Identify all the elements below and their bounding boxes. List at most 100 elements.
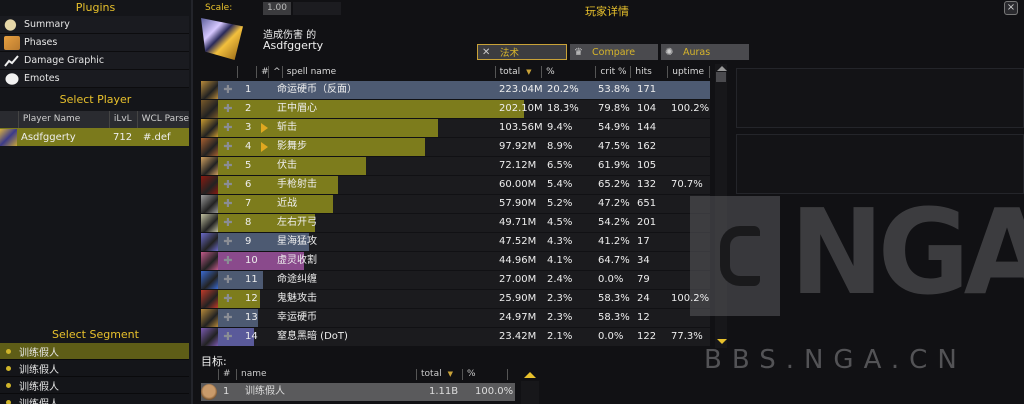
plus-icon[interactable]: ✚ <box>223 178 233 191</box>
spell-uptime: 70.7% <box>671 179 703 190</box>
plus-icon[interactable]: ✚ <box>223 140 233 153</box>
header-hits[interactable]: hits <box>630 66 667 78</box>
scale-label: Scale: <box>205 3 233 13</box>
header-target-total[interactable]: total ▼ <box>416 369 462 380</box>
scroll-thumb[interactable] <box>716 72 726 82</box>
phases-icon <box>4 35 20 50</box>
plus-icon[interactable]: ✚ <box>223 102 233 115</box>
damage-bar <box>201 252 304 270</box>
spell-hits: 132 <box>637 179 657 190</box>
plus-icon[interactable]: ✚ <box>223 216 233 229</box>
target-total: 1.11B <box>429 386 459 397</box>
header-target-rank[interactable]: # <box>218 369 236 380</box>
spell-row[interactable]: ✚ 14 窒息黑暗 (DoT) 23.42M 2.1% 0.0% 122 77.3% <box>201 328 710 346</box>
spell-row[interactable]: ✚ 6 手枪射击 60.00M 5.4% 65.2% 132 70.7% <box>201 176 710 194</box>
spell-icon <box>201 271 218 289</box>
plus-icon[interactable]: ✚ <box>223 83 233 96</box>
close-icon[interactable]: × <box>1004 1 1018 15</box>
tab-auras[interactable]: ✺ Auras <box>661 44 749 60</box>
header-crit[interactable]: crit % <box>595 66 630 78</box>
spell-row[interactable]: ✚ 8 左右开弓 49.71M 4.5% 54.2% 201 <box>201 214 710 232</box>
expand-arrow-icon[interactable] <box>261 123 268 133</box>
plus-icon[interactable]: ✚ <box>223 254 233 267</box>
spell-row[interactable]: ✚ 7 近战 57.90M 5.2% 47.2% 651 <box>201 195 710 213</box>
player-name: Asdfggerty <box>21 131 76 143</box>
spell-hits: 144 <box>637 122 657 133</box>
player-details-window: Scale: 1.00 造成伤害 的 Asdfggerty 玩家详情 × ✕ 法… <box>195 0 1024 404</box>
header-total[interactable]: total ▼ <box>494 66 542 78</box>
segment-item[interactable]: 训练假人 <box>0 343 189 360</box>
spell-row[interactable]: ✚ 2 正中眉心 202.10M 18.3% 79.8% 104 100.2% <box>201 100 710 118</box>
select-segment-title: Select Segment <box>52 328 139 341</box>
target-table-header: # name total ▼ % <box>201 368 515 381</box>
spell-row[interactable]: ✚ 1 命运硬币（反面） 223.04M 20.2% 53.8% 171 <box>201 81 710 99</box>
spell-rank: 13 <box>245 312 258 323</box>
spell-row[interactable]: ✚ 9 星海猛攻 47.52M 4.3% 41.2% 17 <box>201 233 710 251</box>
spell-rank: 5 <box>245 160 252 171</box>
spell-row[interactable]: ✚ 11 命途纠缠 27.00M 2.4% 0.0% 79 <box>201 271 710 289</box>
scroll-up-icon[interactable] <box>524 372 536 378</box>
segment-item[interactable]: 训练假人 <box>0 377 189 394</box>
scroll-up-icon[interactable] <box>717 66 727 71</box>
plugins-title: Plugins <box>75 1 116 14</box>
header-spell-name[interactable]: spell name <box>281 66 495 78</box>
spell-row[interactable]: ✚ 12 鬼魅攻击 25.90M 2.3% 58.3% 24 100.2% <box>201 290 710 308</box>
header-rank[interactable]: # <box>256 66 269 78</box>
header-player-name[interactable]: Player Name <box>17 111 109 128</box>
target-row[interactable]: 1 训练假人 1.11B 100.0% <box>201 383 515 401</box>
plugin-label: Damage Graphic <box>24 55 105 66</box>
plugin-summary[interactable]: Summary <box>0 16 189 34</box>
plus-icon[interactable]: ✚ <box>223 330 233 343</box>
plus-icon[interactable]: ✚ <box>223 311 233 324</box>
spell-hits: 104 <box>637 103 657 114</box>
damage-bar <box>201 195 334 213</box>
plus-icon[interactable]: ✚ <box>223 273 233 286</box>
spell-row[interactable]: ✚ 5 伏击 72.12M 6.5% 61.9% 105 <box>201 157 710 175</box>
target-scrollbar[interactable] <box>521 381 539 404</box>
expand-arrow-icon[interactable] <box>261 142 268 152</box>
spell-hits: 651 <box>637 198 657 209</box>
plugin-emotes[interactable]: Emotes <box>0 70 189 88</box>
spell-icon <box>201 233 218 251</box>
spell-pct: 4.1% <box>547 255 573 266</box>
spell-row[interactable]: ✚ 4 影舞步 97.92M 8.9% 47.5% 162 <box>201 138 710 156</box>
header-uptime[interactable]: uptime <box>667 66 710 78</box>
header-pct[interactable]: % <box>541 66 595 78</box>
spell-rank: 2 <box>245 103 252 114</box>
plus-icon[interactable]: ✚ <box>223 235 233 248</box>
plus-icon[interactable]: ✚ <box>223 197 233 210</box>
header-wcl-parse[interactable]: WCL Parse <box>136 111 189 128</box>
spell-name: 左右开弓 <box>277 217 317 228</box>
spell-pct: 20.2% <box>547 84 579 95</box>
header-ilvl[interactable]: iLvL <box>108 111 137 128</box>
plugin-label: Phases <box>24 37 58 48</box>
tab-compare[interactable]: ♛ Compare <box>570 44 658 60</box>
header-caret[interactable]: ^ <box>268 66 282 78</box>
spell-total: 72.12M <box>499 160 537 171</box>
plugin-damage-graphic[interactable]: Damage Graphic <box>0 52 189 70</box>
spell-row[interactable]: ✚ 13 幸运硬币 24.97M 2.3% 58.3% 12 <box>201 309 710 327</box>
spec-icon <box>201 18 243 60</box>
spell-pct: 5.4% <box>547 179 573 190</box>
header-target-pct[interactable]: % <box>462 369 508 380</box>
scroll-down-icon[interactable] <box>717 339 727 344</box>
tab-spells[interactable]: ✕ 法术 <box>477 44 567 60</box>
spell-rank: 14 <box>245 331 258 342</box>
spell-row[interactable]: ✚ 10 虚灵收割 44.96M 4.1% 64.7% 34 <box>201 252 710 270</box>
spell-crit: 53.8% <box>598 84 630 95</box>
scale-input[interactable]: 1.00 <box>263 2 291 15</box>
spell-row[interactable]: ✚ 3 斩击 103.56M 9.4% 54.9% 144 <box>201 119 710 137</box>
segment-item[interactable]: 训练假人 <box>0 360 189 377</box>
plus-icon[interactable]: ✚ <box>223 121 233 134</box>
player-row[interactable]: Asdfggerty 712 #.def <box>0 128 189 146</box>
spell-name: 近战 <box>277 198 297 209</box>
plus-icon[interactable]: ✚ <box>223 159 233 172</box>
plus-icon[interactable]: ✚ <box>223 292 233 305</box>
damage-bar <box>201 138 425 156</box>
spell-pct: 9.4% <box>547 122 573 133</box>
header-target-name[interactable]: name <box>236 369 416 380</box>
plugin-phases[interactable]: Phases <box>0 34 189 52</box>
scale-slider[interactable] <box>293 2 341 15</box>
spell-total: 24.97M <box>499 312 537 323</box>
segment-item[interactable]: 训练假人 <box>0 394 189 404</box>
